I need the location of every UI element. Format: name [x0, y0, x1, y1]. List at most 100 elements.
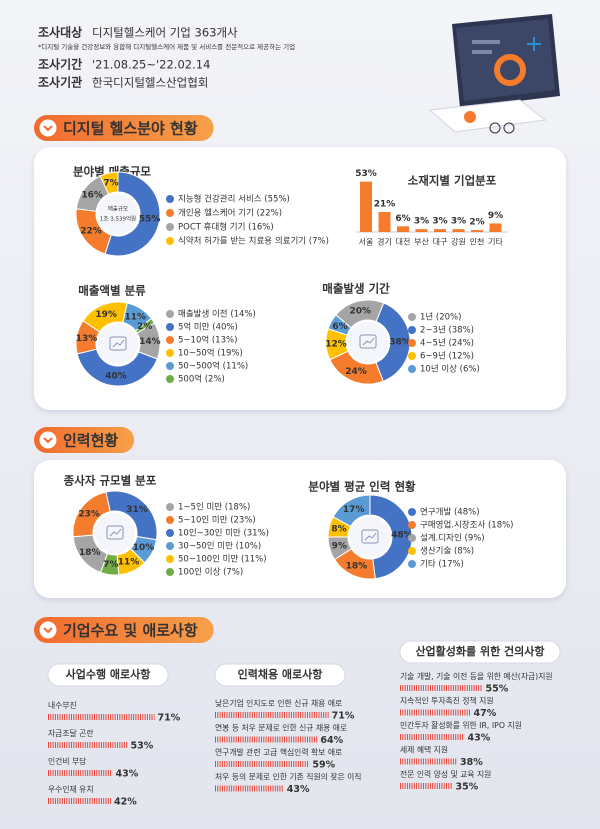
item-value: 71%	[158, 713, 181, 724]
glasses	[503, 122, 515, 134]
column-title-pill	[399, 640, 561, 664]
legend-swatch	[408, 326, 416, 334]
section-icon	[43, 125, 53, 132]
header-value: 디지털헬스케어 기업 363개사	[92, 26, 238, 40]
section-title: 인력현황	[63, 432, 118, 450]
slice-label: 31%	[126, 505, 148, 515]
legend-swatch	[408, 560, 416, 568]
column-title: 사업수행 애로사항	[66, 667, 151, 681]
item-label: 처우 등의 문제로 인한 기존 직원의 잦은 이직	[215, 772, 361, 782]
section-icon	[39, 119, 57, 137]
legend-swatch	[408, 365, 416, 373]
column-title: 인력채용 애로사항	[238, 667, 323, 681]
header-label: 조사대상	[38, 25, 82, 40]
bar	[471, 230, 483, 232]
section-panel	[34, 460, 566, 598]
legend-label: 구매영업.시장조사 (18%)	[420, 520, 514, 531]
bar-value: 3%	[451, 217, 466, 227]
slice-label: 2%	[137, 322, 152, 332]
item-value: 43%	[116, 769, 139, 780]
slice-label: 9%	[332, 541, 347, 551]
legend-swatch	[408, 352, 416, 360]
bar-value: 3%	[432, 217, 447, 227]
bar	[489, 223, 502, 232]
slice-label: 23%	[78, 510, 100, 520]
donut-slice	[327, 314, 352, 336]
screen-bar	[472, 40, 500, 44]
donut-slice	[104, 171, 161, 257]
donut-slice	[105, 490, 158, 541]
slice-label: 24%	[345, 367, 367, 377]
chart-title: 분야별 평균 인력 현황	[308, 480, 416, 494]
bar-value: 53%	[355, 169, 377, 179]
item-label: 기술 개발, 기술 이전 등을 위한 예산(자금)지원	[400, 671, 553, 681]
screen-donut	[494, 54, 526, 86]
header-value: '21.08.25~'22.02.14	[92, 58, 210, 72]
slice-label: 22%	[80, 227, 102, 237]
legend-label: 500억 (2%)	[178, 374, 225, 385]
column-title-pill	[214, 663, 346, 687]
bar-category: 대전	[396, 237, 411, 247]
bar	[434, 229, 446, 232]
item-label: 연구개발 관련 고급 핵심인력 확보 애로	[215, 747, 342, 757]
center-icon	[109, 336, 127, 351]
bar-value: 6%	[395, 214, 410, 224]
legend-label: 6~9년 (12%)	[420, 351, 474, 362]
slice-label: 16%	[81, 191, 103, 201]
item-value: 35%	[456, 782, 479, 793]
screen-bar	[472, 50, 492, 54]
glasses	[489, 122, 501, 134]
legend-label: 개인용 헬스케어 기기 (22%)	[178, 208, 282, 219]
slice-label: 11%	[125, 313, 147, 323]
slice-label: 10%	[133, 543, 155, 553]
legend-swatch	[166, 542, 174, 550]
header-label: 조사기관	[38, 75, 82, 90]
header-value: 한국디지털헬스산업협회	[92, 76, 208, 90]
section-title: 기업수요 및 애로사항	[63, 622, 198, 640]
slice-label: 55%	[139, 215, 161, 225]
legend-swatch	[166, 336, 174, 344]
bar-category: 대구	[433, 238, 448, 247]
item-value: 42%	[114, 797, 137, 808]
donut-slice	[99, 171, 119, 195]
item-value: 55%	[486, 684, 509, 695]
item-value: 71%	[332, 711, 355, 722]
bar	[415, 229, 428, 232]
legend-label: 1~5인 미만 (18%)	[178, 502, 250, 513]
legend-swatch	[166, 529, 174, 537]
legend-label: 30~50인 미만 (10%)	[178, 541, 261, 552]
donut-slice	[76, 348, 158, 387]
legend-swatch	[166, 555, 174, 563]
legend-swatch	[166, 362, 174, 370]
column-title-pill	[47, 663, 169, 687]
legend-swatch	[166, 195, 174, 203]
bar-value: 9%	[488, 211, 503, 221]
center-icon	[112, 339, 125, 348]
legend-swatch	[408, 508, 416, 516]
center-icon	[362, 337, 375, 346]
donut-slice	[369, 494, 413, 580]
legend-swatch	[166, 209, 174, 217]
legend-label: 지능형 건강관리 서비스 (55%)	[178, 194, 290, 205]
legend-label: 4~5년 (24%)	[420, 338, 474, 349]
center-label: 1조 3,539억원	[100, 215, 136, 223]
legend-swatch	[408, 534, 416, 542]
chart-title: 소재지별 기업분포	[408, 174, 497, 188]
item-value: 59%	[312, 760, 335, 771]
center-icon	[109, 528, 122, 537]
center-icon	[359, 334, 377, 349]
bar-value: 21%	[374, 200, 396, 210]
legend-label: 5~10인 미만 (23%)	[178, 515, 256, 526]
slice-label: 20%	[349, 306, 371, 316]
legend-label: 설계.디자인 (9%)	[420, 533, 485, 544]
donut-slice	[134, 317, 156, 334]
legend-swatch	[166, 503, 174, 511]
legend-label: 5억 미만 (40%)	[178, 322, 238, 333]
donut-slice	[332, 494, 371, 528]
bar-category: 경기	[377, 237, 392, 247]
slice-label: 19%	[95, 310, 117, 320]
slice-label: 18%	[79, 548, 101, 558]
legend-label: 식약처 허가를 받는 치료용 의료기기 (7%)	[178, 236, 329, 247]
column-title: 산업활성화를 위한 건의사항	[415, 644, 544, 658]
legend-label: 5~10억 (13%)	[178, 335, 237, 346]
